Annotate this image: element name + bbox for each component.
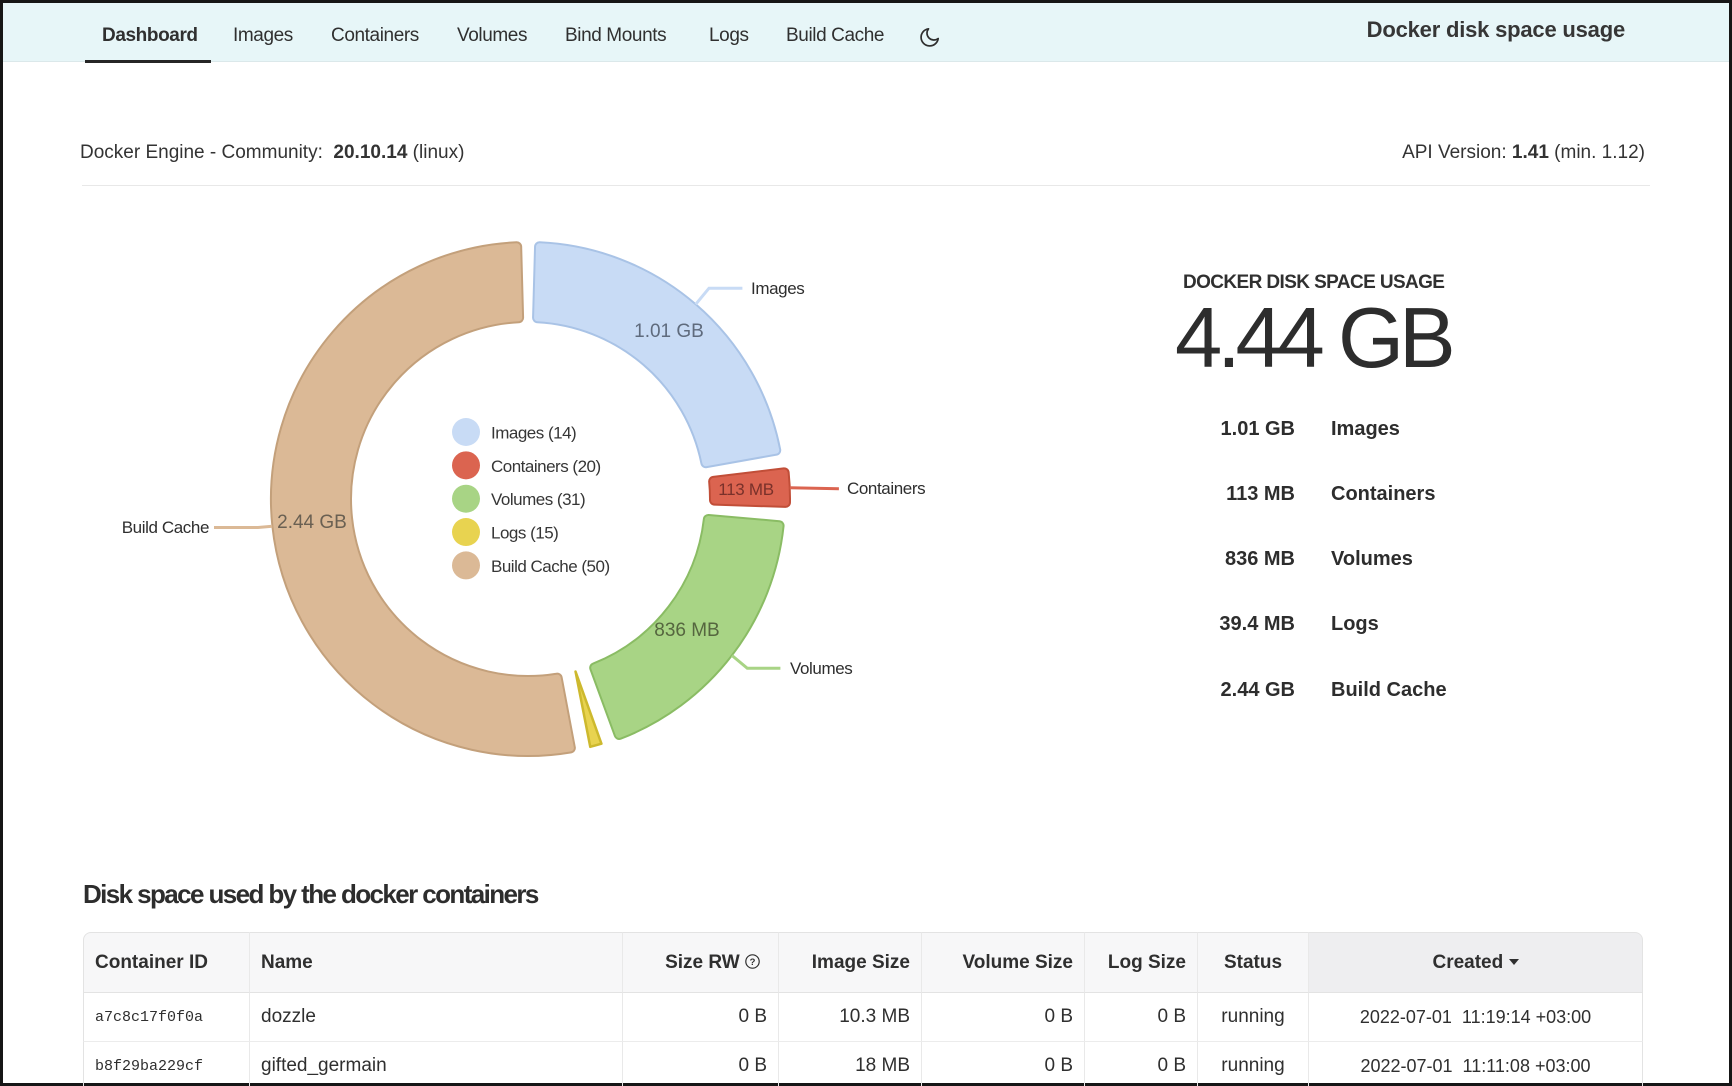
svg-text:2.44 GB: 2.44 GB	[277, 512, 347, 533]
svg-text:Containers (20): Containers (20)	[491, 457, 601, 476]
svg-text:Volumes (31): Volumes (31)	[491, 490, 585, 509]
svg-text:Volumes: Volumes	[790, 659, 852, 678]
svg-text:Logs (15): Logs (15)	[491, 524, 558, 543]
svg-text:113 MB: 113 MB	[718, 480, 774, 499]
svg-text:?: ?	[750, 957, 756, 968]
svg-text:836 MB: 836 MB	[654, 620, 719, 641]
svg-text:Images (14): Images (14)	[491, 424, 576, 443]
svg-text:Build Cache (50): Build Cache (50)	[491, 557, 610, 576]
svg-text:Build Cache: Build Cache	[122, 518, 209, 537]
svg-text:1.01 GB: 1.01 GB	[634, 321, 704, 342]
svg-text:Images: Images	[751, 279, 804, 298]
svg-text:Containers: Containers	[847, 479, 925, 498]
